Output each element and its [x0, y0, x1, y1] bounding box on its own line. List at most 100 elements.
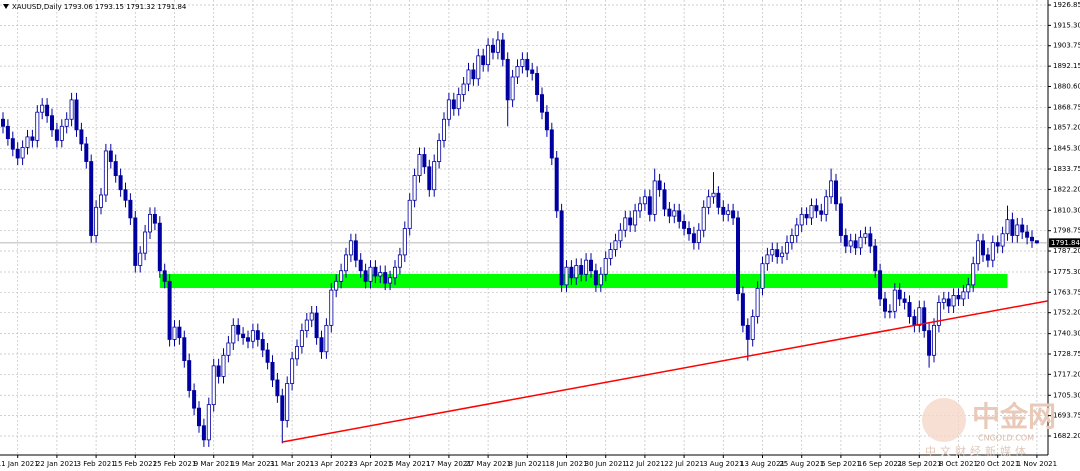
y-tick-label: 1926.85: [1053, 1, 1080, 9]
x-tick-label: 3 Feb 2021: [77, 460, 116, 468]
candle-body: [358, 259, 363, 272]
candle-body: [917, 307, 922, 326]
candle-body: [481, 55, 486, 66]
watermark-site: CNGOLD.COM: [978, 434, 1034, 443]
candle-body: [907, 302, 912, 317]
candle-body: [103, 150, 108, 196]
candle-body: [143, 231, 148, 254]
candle-body: [1000, 233, 1005, 247]
candle-body: [941, 298, 946, 303]
candle-body: [206, 404, 211, 441]
candle-body: [182, 337, 187, 361]
candle-body: [799, 213, 804, 226]
candle-body: [353, 240, 358, 261]
candle-body: [392, 266, 397, 279]
candle-body: [755, 287, 760, 317]
candle-body: [1015, 224, 1020, 236]
candle-body: [579, 265, 584, 275]
candle-body: [633, 210, 638, 226]
x-tick-label: 13 Aug 2021: [740, 460, 785, 468]
candle-body: [912, 316, 917, 326]
x-tick-label: 16 Sep 2021: [858, 460, 902, 468]
candle-body: [74, 99, 79, 131]
x-tick-label: 23 Apr 2021: [349, 460, 392, 468]
x-tick-label: 22 Jul 2021: [664, 460, 704, 468]
candle-body: [221, 354, 226, 377]
candle-body: [682, 221, 687, 229]
last-price-label: 1791.84: [1051, 239, 1080, 247]
candle-body: [329, 289, 334, 326]
candle-body: [878, 270, 883, 300]
candle-body: [255, 330, 260, 340]
candle-body: [951, 295, 956, 307]
candle-body: [113, 161, 118, 177]
candle-body: [789, 235, 794, 243]
candle-body: [241, 333, 246, 339]
y-tick-label: 1892.15: [1053, 62, 1080, 70]
candle-body: [40, 104, 45, 113]
x-tick-label: 11 Jan 2021: [0, 460, 39, 468]
candle-body: [334, 280, 339, 291]
candle-body: [897, 289, 902, 300]
candle-body: [368, 266, 373, 282]
watermark-name: 中金网: [972, 400, 1056, 433]
candle-body: [824, 196, 829, 215]
candle-body: [187, 360, 192, 391]
candle-body: [35, 111, 40, 141]
candle-body: [853, 240, 858, 249]
high-value: 1793.15: [95, 3, 124, 11]
candle-body: [500, 39, 505, 60]
candle-body: [319, 337, 324, 353]
candle-body: [99, 194, 104, 208]
candle-body: [69, 99, 74, 120]
candle-body: [231, 324, 236, 344]
candle-body: [20, 147, 25, 159]
candle-body: [216, 365, 221, 377]
candle-body: [167, 280, 172, 340]
candle-body: [809, 205, 814, 219]
candle-body: [505, 58, 510, 101]
candle-body: [84, 143, 89, 162]
candle-body: [309, 312, 314, 321]
x-tick-label: 1 Nov 2021: [1017, 460, 1057, 468]
candle-body: [819, 210, 824, 215]
candle-body: [662, 189, 667, 210]
candle-body: [613, 240, 618, 251]
y-tick-label: 1787.20: [1053, 247, 1080, 255]
x-tick-label: 8 Oct 2021: [939, 460, 978, 468]
candle-body: [466, 69, 471, 85]
candle-body: [559, 210, 564, 286]
y-tick-label: 1740.30: [1053, 330, 1080, 338]
chart-title: XAUUSD,Daily: [12, 3, 62, 11]
candle-body: [373, 266, 378, 277]
candle-body: [642, 196, 647, 205]
candle-body: [716, 192, 721, 208]
candle-body: [510, 76, 515, 101]
candle-body: [383, 272, 388, 284]
candle-body: [515, 66, 520, 78]
candle-body: [829, 180, 834, 198]
candle-body: [152, 213, 157, 224]
low-value: 1791.32: [126, 3, 155, 11]
candle-body: [456, 94, 461, 110]
candle-body: [343, 254, 348, 272]
candle-body: [608, 249, 613, 259]
candle-body: [956, 295, 961, 300]
candle-body: [245, 337, 250, 342]
candle-body: [961, 291, 966, 300]
candle-body: [701, 206, 706, 231]
candle-body: [652, 180, 657, 215]
candle-body: [711, 192, 716, 198]
candle-body: [50, 115, 55, 131]
candle-body: [162, 270, 167, 282]
candle-body: [118, 175, 123, 191]
candle-body: [133, 217, 138, 266]
candle-body: [461, 83, 466, 95]
candle-body: [1025, 231, 1030, 238]
candle-body: [0, 118, 6, 127]
candle-body: [339, 270, 344, 282]
candle-body: [706, 196, 711, 208]
candle-body: [471, 69, 476, 80]
x-tick-label: 3 Aug 2021: [703, 460, 743, 468]
y-tick-label: 1728.75: [1053, 350, 1080, 358]
